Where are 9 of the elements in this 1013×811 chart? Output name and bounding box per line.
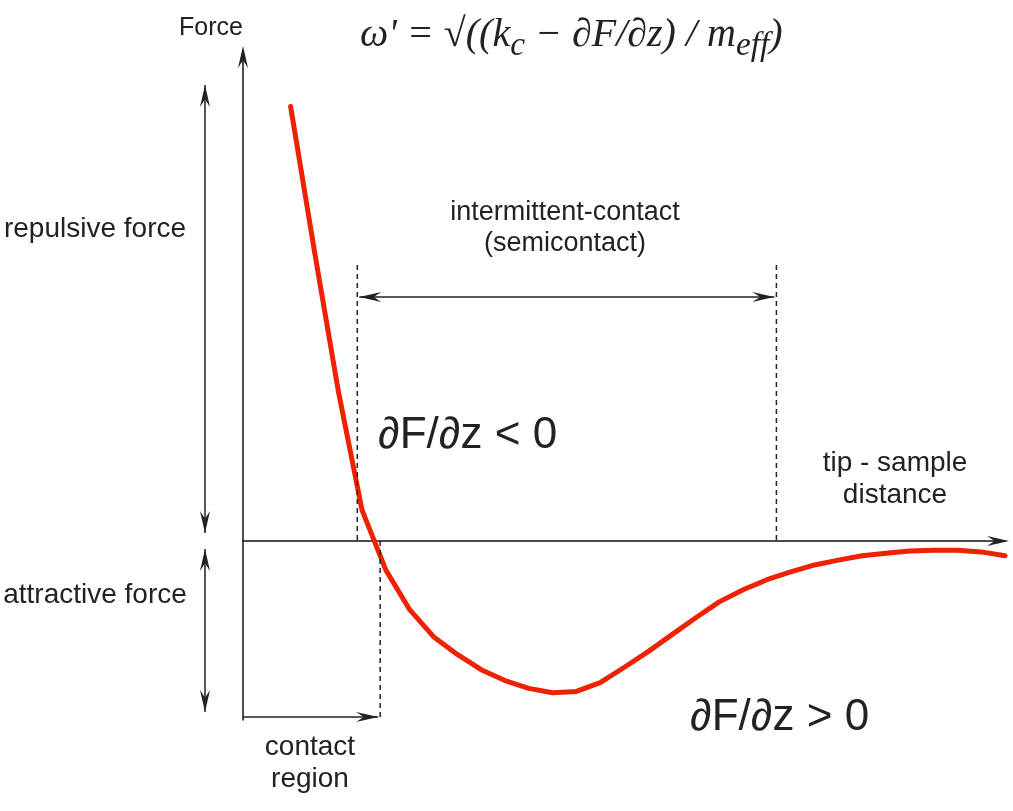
x-axis-title: tip - sample distance [821, 446, 969, 511]
text: contact region [263, 730, 357, 795]
text: repulsive force [2, 212, 188, 245]
annotation: ∂F/∂z < 0 [378, 408, 558, 459]
y-axis-title: Force [179, 11, 243, 40]
annotation: intermittent-contact (semicontact) [449, 196, 681, 259]
text: ω' = √((k$_{c}$ − ∂F/∂z) / m$_{eff}$) [360, 10, 783, 64]
text: attractive force [2, 578, 188, 611]
annotation: ∂F/∂z > 0 [690, 690, 870, 741]
